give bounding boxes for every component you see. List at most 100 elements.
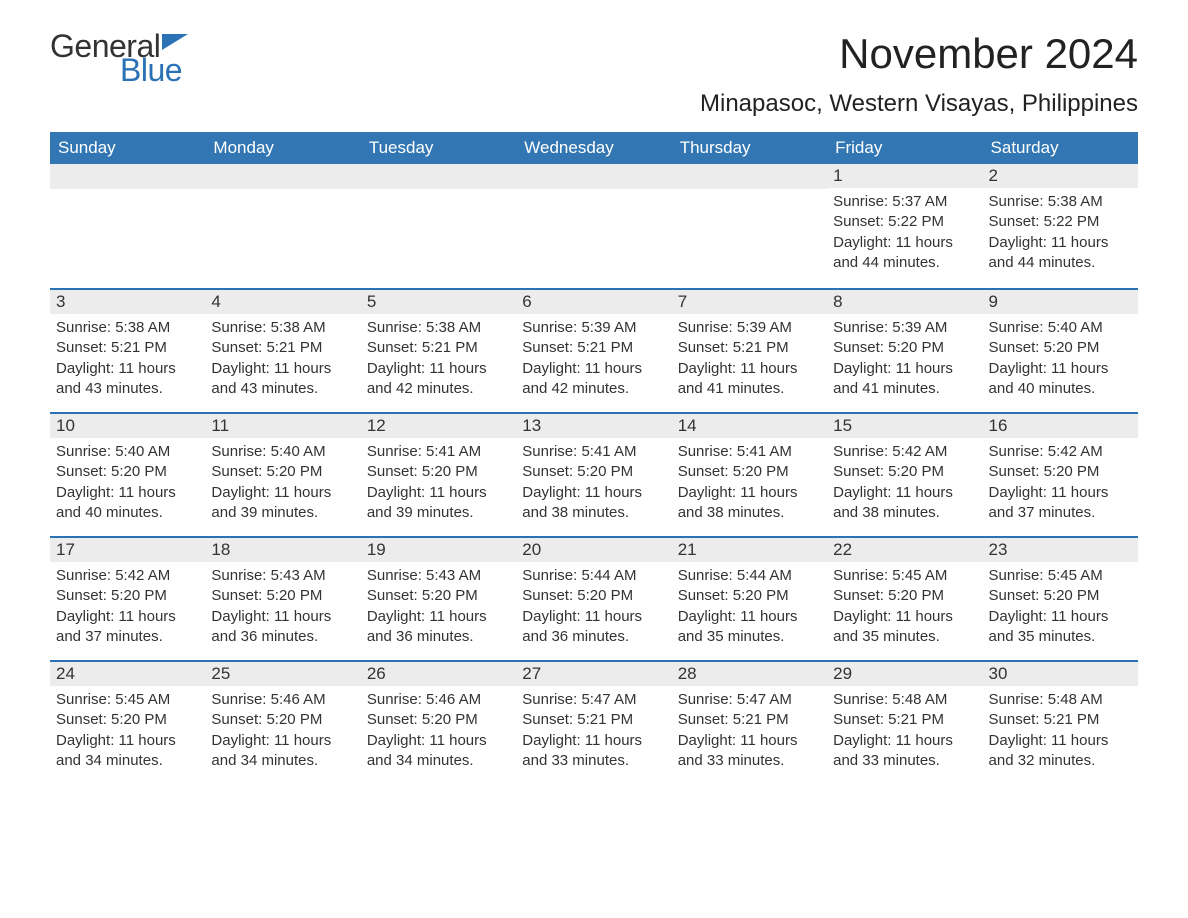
sunset-line: Sunset: 5:20 PM — [56, 586, 199, 606]
day-number-empty — [205, 164, 360, 189]
day-number: 9 — [983, 288, 1138, 314]
calendar-cell: 24Sunrise: 5:45 AMSunset: 5:20 PMDayligh… — [50, 660, 205, 784]
day-details: Sunrise: 5:41 AMSunset: 5:20 PMDaylight:… — [672, 438, 827, 533]
calendar: Sunday Monday Tuesday Wednesday Thursday… — [50, 132, 1138, 784]
calendar-cell: 12Sunrise: 5:41 AMSunset: 5:20 PMDayligh… — [361, 412, 516, 536]
day-details: Sunrise: 5:37 AMSunset: 5:22 PMDaylight:… — [827, 188, 982, 283]
day-number: 29 — [827, 660, 982, 686]
day-number: 3 — [50, 288, 205, 314]
sunrise-line: Sunrise: 5:43 AM — [211, 566, 354, 586]
sunrise-line: Sunrise: 5:44 AM — [678, 566, 821, 586]
sunrise-line: Sunrise: 5:44 AM — [522, 566, 665, 586]
sunset-line: Sunset: 5:21 PM — [833, 710, 976, 730]
day-number-empty — [50, 164, 205, 189]
day-details: Sunrise: 5:41 AMSunset: 5:20 PMDaylight:… — [516, 438, 671, 533]
sunset-line: Sunset: 5:20 PM — [989, 462, 1132, 482]
day-number: 5 — [361, 288, 516, 314]
sunrise-line: Sunrise: 5:48 AM — [833, 690, 976, 710]
sunset-line: Sunset: 5:22 PM — [833, 212, 976, 232]
sunset-line: Sunset: 5:20 PM — [367, 586, 510, 606]
dow-tuesday: Tuesday — [361, 132, 516, 164]
day-details: Sunrise: 5:47 AMSunset: 5:21 PMDaylight:… — [516, 686, 671, 781]
daylight-line: Daylight: 11 hours and 36 minutes. — [522, 607, 665, 648]
dow-header-row: Sunday Monday Tuesday Wednesday Thursday… — [50, 132, 1138, 164]
sunset-line: Sunset: 5:21 PM — [211, 338, 354, 358]
sunset-line: Sunset: 5:21 PM — [522, 710, 665, 730]
calendar-cell: 15Sunrise: 5:42 AMSunset: 5:20 PMDayligh… — [827, 412, 982, 536]
day-details: Sunrise: 5:39 AMSunset: 5:21 PMDaylight:… — [672, 314, 827, 409]
day-number: 14 — [672, 412, 827, 438]
day-details: Sunrise: 5:45 AMSunset: 5:20 PMDaylight:… — [983, 562, 1138, 657]
sunrise-line: Sunrise: 5:38 AM — [211, 318, 354, 338]
day-number: 30 — [983, 660, 1138, 686]
sunrise-line: Sunrise: 5:42 AM — [989, 442, 1132, 462]
sunset-line: Sunset: 5:20 PM — [833, 462, 976, 482]
sunrise-line: Sunrise: 5:40 AM — [211, 442, 354, 462]
sunset-line: Sunset: 5:20 PM — [367, 462, 510, 482]
sunset-line: Sunset: 5:20 PM — [833, 586, 976, 606]
calendar-week: 3Sunrise: 5:38 AMSunset: 5:21 PMDaylight… — [50, 288, 1138, 412]
calendar-cell: 9Sunrise: 5:40 AMSunset: 5:20 PMDaylight… — [983, 288, 1138, 412]
dow-friday: Friday — [827, 132, 982, 164]
daylight-line: Daylight: 11 hours and 40 minutes. — [56, 483, 199, 524]
daylight-line: Daylight: 11 hours and 33 minutes. — [833, 731, 976, 772]
day-details: Sunrise: 5:44 AMSunset: 5:20 PMDaylight:… — [516, 562, 671, 657]
day-number: 11 — [205, 412, 360, 438]
day-number: 10 — [50, 412, 205, 438]
day-number-empty — [516, 164, 671, 189]
day-details: Sunrise: 5:38 AMSunset: 5:21 PMDaylight:… — [361, 314, 516, 409]
day-number: 8 — [827, 288, 982, 314]
daylight-line: Daylight: 11 hours and 39 minutes. — [367, 483, 510, 524]
daylight-line: Daylight: 11 hours and 41 minutes. — [678, 359, 821, 400]
sunrise-line: Sunrise: 5:41 AM — [678, 442, 821, 462]
day-details: Sunrise: 5:48 AMSunset: 5:21 PMDaylight:… — [827, 686, 982, 781]
sunrise-line: Sunrise: 5:38 AM — [56, 318, 199, 338]
day-number: 26 — [361, 660, 516, 686]
daylight-line: Daylight: 11 hours and 33 minutes. — [522, 731, 665, 772]
sunrise-line: Sunrise: 5:38 AM — [989, 192, 1132, 212]
daylight-line: Daylight: 11 hours and 35 minutes. — [833, 607, 976, 648]
day-number: 1 — [827, 164, 982, 188]
calendar-cell: 20Sunrise: 5:44 AMSunset: 5:20 PMDayligh… — [516, 536, 671, 660]
calendar-cell: 16Sunrise: 5:42 AMSunset: 5:20 PMDayligh… — [983, 412, 1138, 536]
sunset-line: Sunset: 5:20 PM — [367, 710, 510, 730]
day-details: Sunrise: 5:42 AMSunset: 5:20 PMDaylight:… — [827, 438, 982, 533]
sunset-line: Sunset: 5:21 PM — [367, 338, 510, 358]
calendar-cell: 6Sunrise: 5:39 AMSunset: 5:21 PMDaylight… — [516, 288, 671, 412]
sunset-line: Sunset: 5:21 PM — [56, 338, 199, 358]
calendar-cell: 21Sunrise: 5:44 AMSunset: 5:20 PMDayligh… — [672, 536, 827, 660]
day-number: 7 — [672, 288, 827, 314]
logo-triangle-icon — [162, 34, 188, 50]
calendar-cell: 1Sunrise: 5:37 AMSunset: 5:22 PMDaylight… — [827, 164, 982, 288]
sunset-line: Sunset: 5:20 PM — [211, 462, 354, 482]
calendar-cell: 4Sunrise: 5:38 AMSunset: 5:21 PMDaylight… — [205, 288, 360, 412]
daylight-line: Daylight: 11 hours and 40 minutes. — [989, 359, 1132, 400]
calendar-cell: 11Sunrise: 5:40 AMSunset: 5:20 PMDayligh… — [205, 412, 360, 536]
day-details: Sunrise: 5:48 AMSunset: 5:21 PMDaylight:… — [983, 686, 1138, 781]
sunrise-line: Sunrise: 5:45 AM — [833, 566, 976, 586]
calendar-cell: 8Sunrise: 5:39 AMSunset: 5:20 PMDaylight… — [827, 288, 982, 412]
day-number: 28 — [672, 660, 827, 686]
day-details: Sunrise: 5:45 AMSunset: 5:20 PMDaylight:… — [50, 686, 205, 781]
day-number: 2 — [983, 164, 1138, 188]
calendar-cell — [361, 164, 516, 288]
header: General Blue November 2024 — [50, 30, 1138, 86]
daylight-line: Daylight: 11 hours and 34 minutes. — [56, 731, 199, 772]
sunrise-line: Sunrise: 5:38 AM — [367, 318, 510, 338]
day-details: Sunrise: 5:44 AMSunset: 5:20 PMDaylight:… — [672, 562, 827, 657]
daylight-line: Daylight: 11 hours and 35 minutes. — [678, 607, 821, 648]
daylight-line: Daylight: 11 hours and 38 minutes. — [833, 483, 976, 524]
calendar-cell: 19Sunrise: 5:43 AMSunset: 5:20 PMDayligh… — [361, 536, 516, 660]
dow-monday: Monday — [205, 132, 360, 164]
day-details: Sunrise: 5:39 AMSunset: 5:20 PMDaylight:… — [827, 314, 982, 409]
weeks-container: 1Sunrise: 5:37 AMSunset: 5:22 PMDaylight… — [50, 164, 1138, 784]
day-details: Sunrise: 5:42 AMSunset: 5:20 PMDaylight:… — [983, 438, 1138, 533]
calendar-cell: 22Sunrise: 5:45 AMSunset: 5:20 PMDayligh… — [827, 536, 982, 660]
calendar-cell — [516, 164, 671, 288]
sunrise-line: Sunrise: 5:40 AM — [989, 318, 1132, 338]
daylight-line: Daylight: 11 hours and 41 minutes. — [833, 359, 976, 400]
daylight-line: Daylight: 11 hours and 33 minutes. — [678, 731, 821, 772]
calendar-week: 24Sunrise: 5:45 AMSunset: 5:20 PMDayligh… — [50, 660, 1138, 784]
sunrise-line: Sunrise: 5:40 AM — [56, 442, 199, 462]
sunrise-line: Sunrise: 5:48 AM — [989, 690, 1132, 710]
